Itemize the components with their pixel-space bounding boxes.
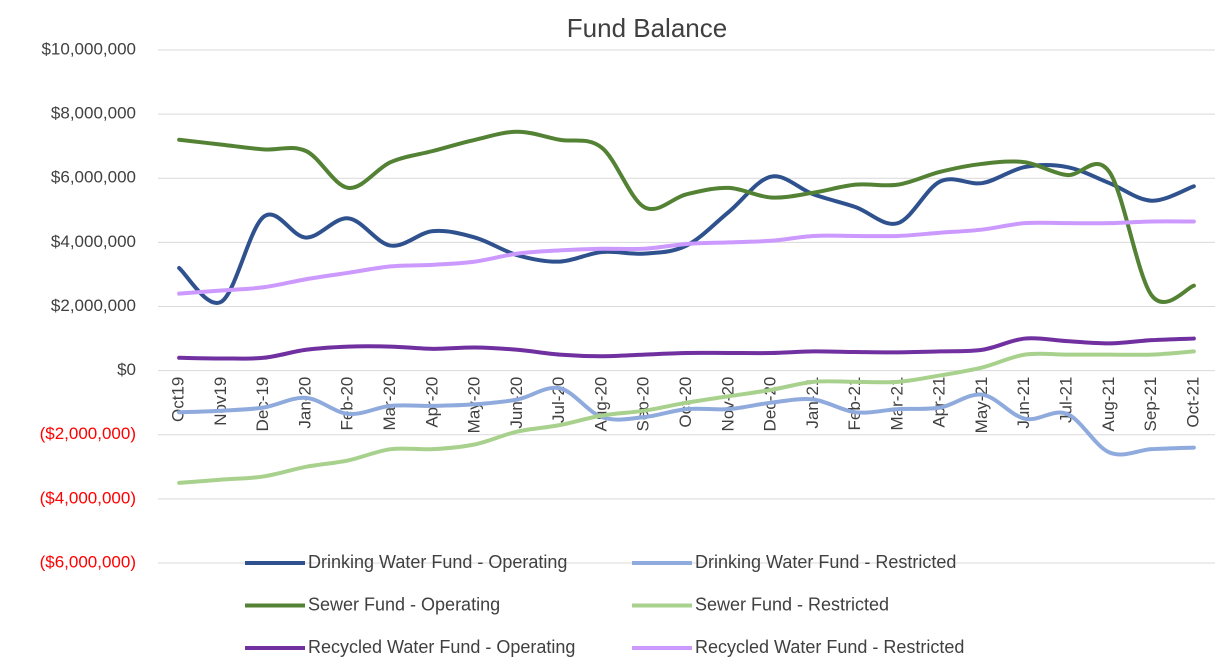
legend-label: Sewer Fund - Restricted (695, 594, 889, 614)
y-tick-label: $8,000,000 (51, 104, 136, 123)
x-tick-label: Aug-20 (591, 377, 610, 432)
y-tick-label: ($6,000,000) (40, 552, 136, 571)
series-line (177, 129, 1196, 304)
legend-label: Sewer Fund - Operating (308, 594, 500, 614)
x-tick-label: Mar-20 (380, 377, 399, 431)
legend-label: Drinking Water Fund - Operating (308, 552, 567, 572)
y-tick-label: $10,000,000 (41, 39, 136, 58)
series-line (177, 219, 1196, 296)
series-line (177, 385, 1196, 457)
x-tick-label: Apr-21 (930, 377, 949, 428)
series-line (177, 336, 1196, 361)
x-tick-label: Feb-20 (338, 377, 357, 431)
x-tick-label: Sep-20 (634, 377, 653, 432)
y-tick-label: $2,000,000 (51, 296, 136, 315)
x-tick-label: Nov-20 (718, 377, 737, 432)
y-tick-label: $0 (117, 360, 136, 379)
chart-title: Fund Balance (567, 13, 727, 43)
y-tick-label: ($4,000,000) (40, 488, 136, 507)
x-tick-label: Aug-21 (1099, 377, 1118, 432)
y-tick-label: $4,000,000 (51, 232, 136, 251)
x-tick-label: Sep-21 (1141, 377, 1160, 432)
x-tick-label: Oct19 (169, 377, 188, 422)
y-tick-label: ($2,000,000) (40, 424, 136, 443)
x-tick-label: Jun-20 (507, 377, 526, 429)
legend-label: Recycled Water Fund - Restricted (695, 637, 964, 657)
x-tick-label: Jul-20 (549, 377, 568, 423)
x-tick-label: Jan-21 (803, 377, 822, 429)
x-tick-label: Dec-19 (253, 377, 272, 432)
x-tick-label: Apr-20 (422, 377, 441, 428)
x-tick-label: Jan-20 (295, 377, 314, 429)
series-line (177, 163, 1196, 305)
legend-label: Recycled Water Fund - Operating (308, 637, 575, 657)
x-tick-label: May-21 (972, 377, 991, 434)
x-tick-label: Feb-21 (845, 377, 864, 431)
series-line (177, 349, 1196, 485)
x-tick-label: Nov19 (211, 377, 230, 426)
legend-label: Drinking Water Fund - Restricted (695, 552, 956, 572)
y-tick-label: $6,000,000 (51, 168, 136, 187)
x-tick-label: Mar-21 (887, 377, 906, 431)
x-tick-label: Oct-21 (1183, 377, 1202, 428)
